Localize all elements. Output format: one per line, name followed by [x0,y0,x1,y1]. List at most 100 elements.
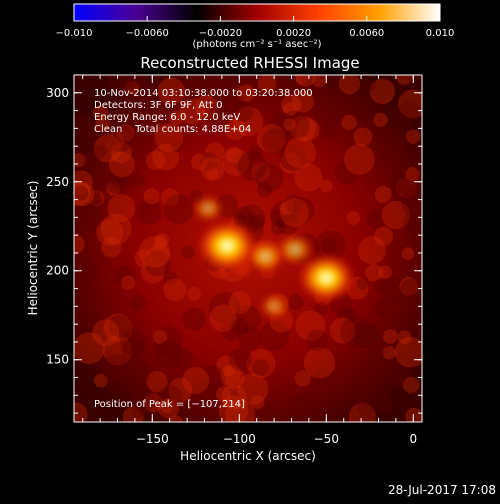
ripple-blob [250,395,265,410]
ripple-blob [356,395,377,417]
ripple-blob [395,75,414,85]
ripple-blob [170,140,183,153]
ripple-blob [149,395,167,413]
y-tick-label: 300 [46,86,69,100]
ripple-blob [341,114,357,131]
ripple-blob [220,364,241,386]
ripple-blob [100,213,132,245]
ripple-blob [230,317,249,336]
ripple-blob [231,100,254,122]
ripple-blob [277,214,299,236]
y-tick-label: 150 [46,353,69,367]
ripple-blob [190,153,208,171]
ripple-blob [134,248,153,268]
ripple-blob [92,105,109,121]
ripple-blob [91,124,106,138]
ripple-blob [295,310,326,341]
ripple-blob [110,165,136,191]
ripple-blob [94,373,108,388]
ripple-blob [182,77,196,92]
ripple-blob [409,229,422,242]
ripple-blob [220,365,245,390]
ripple-blob [106,131,125,151]
ripple-blob [216,91,231,106]
ripple-blob [110,142,132,164]
ripple-blob [154,123,184,153]
ripple-blob [157,385,183,411]
ripple-blob [140,259,165,284]
ripple-blob [117,75,147,91]
colorbar-tick-label: −0.0060 [126,28,169,39]
ripple-blob [186,75,204,90]
annotation-energy-range: Energy Range: 6.0 - 12.0 keV [94,112,240,123]
colorbar-tick-label: −0.0020 [199,28,242,39]
ripple-blob [153,235,167,250]
heatmap-source [258,292,291,320]
ripple-blob [380,275,409,304]
ripple-blob [154,340,184,369]
ripple-blob [163,193,194,225]
ripple-blob [298,75,315,85]
ripple-blob [350,321,373,345]
ripple-blob [182,307,206,331]
ripple-blob [396,177,417,199]
ripple-blob [136,198,162,225]
ripple-blob [221,148,250,177]
ripple-blob [172,347,194,370]
ripple-blob [284,136,317,169]
ripple-blob [101,354,130,383]
ripple-blob [291,90,314,113]
ripple-blob [153,326,183,356]
ripple-blob [74,180,92,207]
heatmap-source [295,252,357,304]
ripple-blob [74,182,95,207]
ripple-blob [369,78,396,105]
ripple-blob [334,159,361,185]
ripple-blob [261,128,288,155]
ripple-blob [355,369,385,398]
ripple-blob [233,304,262,333]
ripple-blob [160,400,173,413]
ripple-blob [163,278,187,302]
ripple-blob [160,188,180,207]
ripple-blob [256,182,272,198]
ripple-blob [74,115,96,142]
ripple-blob [252,359,270,377]
ripple-blob [143,188,160,205]
ripple-blob [303,347,336,379]
ripple-blob [391,176,418,203]
ripple-blob [208,103,232,127]
ripple-blob [251,162,271,182]
ripple-blob [91,144,107,160]
ripple-blob [344,308,358,323]
ripple-blob [198,365,226,392]
ripple-blob [108,151,135,178]
ripple-blob [199,152,219,171]
ripple-blob [228,347,253,372]
ripple-blob [294,370,311,387]
ripple-blob [357,323,381,348]
ripple-blob [233,106,264,137]
ripple-blob [74,170,93,195]
ripple-blob [323,391,336,405]
x-tick-label: −150 [136,432,169,446]
ripple-blob [343,144,375,175]
ripple-blob [407,75,422,84]
ripple-blob [402,376,420,394]
ripple-blob [211,85,243,117]
ripple-blob [280,152,302,174]
ripple-blob [401,247,415,260]
ripple-blob [93,134,122,163]
ripple-blob [399,277,418,296]
ripple-blob [125,81,140,95]
colorbar: −0.010 −0.0060 −0.0020 0.0020 0.0060 0.010 (p… [55,3,454,50]
ripple-blob [237,84,255,102]
ripple-blob [206,167,219,180]
ripple-blob [132,388,156,413]
ripple-blob [234,75,250,86]
ripple-blob [170,415,183,422]
plot-area: −150 −100 −50 0 150 200 250 300 [46,74,423,446]
ripple-blob [306,329,329,352]
ripple-blob [397,330,412,345]
